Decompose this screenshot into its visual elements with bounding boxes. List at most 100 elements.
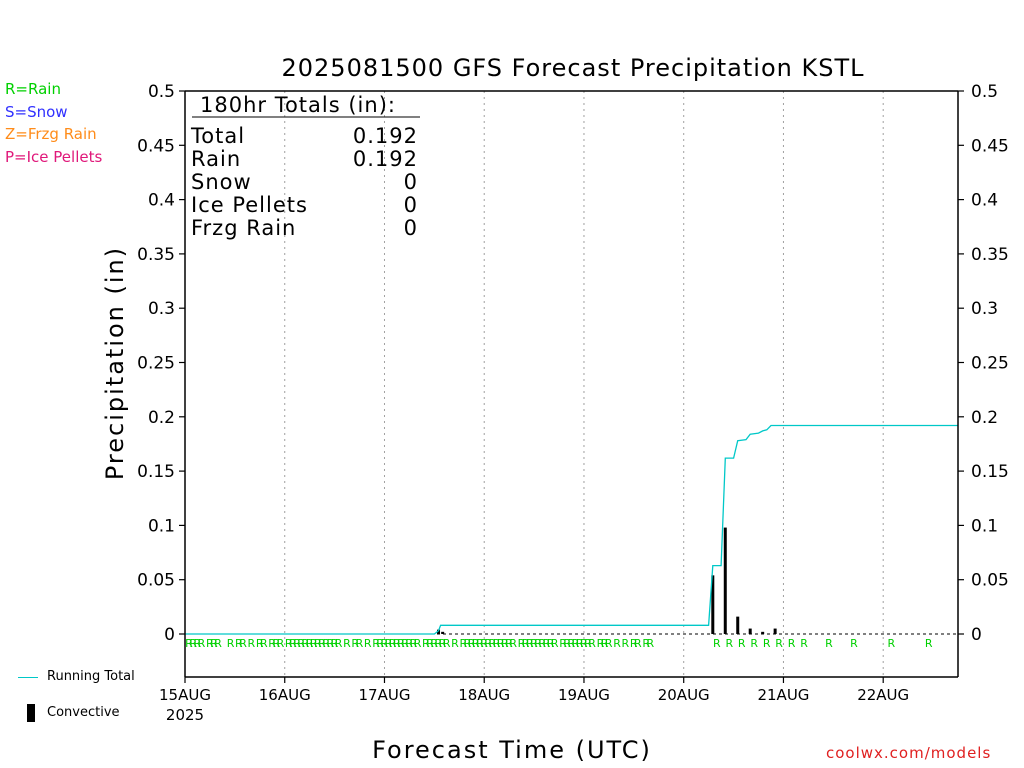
ptype-mark-rain: R [538,637,546,650]
ptype-mark-rain: R [285,637,293,650]
ptype-mark-rain: R [443,637,451,650]
ptype-mark-rain: R [331,637,339,650]
convective-bar [748,628,752,634]
y-tick-label-left: 0.5 [148,82,175,102]
ptype-mark-rain: R [193,637,201,650]
y-tick-label-left: 0.3 [148,299,175,319]
ptype-mark-rain: R [401,637,409,650]
legend-running-total-swatch [18,677,38,678]
convective-bar [773,628,777,634]
legend-frzg-rain: Z=Frzg Rain [5,125,97,143]
y-tick-label-right: 0.15 [971,462,1009,482]
ptype-mark-rain: R [888,637,896,650]
ptype-mark-rain: R [850,637,858,650]
ptype-mark-rain: R [775,637,783,650]
convective-bar [723,527,727,634]
ptype-mark-rain: R [385,637,393,650]
ptype-mark-rain: R [326,637,334,650]
y-tick-label-left: 0 [164,625,175,645]
ptype-mark-rain: R [343,637,351,650]
legend-running-total-label: Running Total [47,669,135,684]
ptype-mark-rain: R [210,637,218,650]
y-tick-label-left: 0.45 [137,136,175,156]
ptype-mark-rain: R [272,637,280,650]
ptype-mark-rain: R [351,637,359,650]
ptype-mark-rain: R [630,637,638,650]
ptype-mark-rain: R [248,637,256,650]
y-tick-label-right: 0.45 [971,136,1009,156]
ptype-mark-rain: R [597,637,605,650]
ptype-mark-rain: R [518,637,526,650]
ptype-mark-rain: R [410,637,418,650]
legend-ice-pellets: P=Ice Pellets [5,148,103,166]
x-tick-label: 18AUG [458,686,510,704]
ptype-mark-rain: R [189,637,197,650]
y-tick-label-left: 0.1 [148,516,175,536]
ptype-mark-rain: R [563,637,571,650]
ptype-mark-rain: R [322,637,330,650]
y-tick-label-right: 0.2 [971,408,998,428]
ptype-mark-rain: R [397,637,405,650]
ptype-mark-rain: R [484,637,492,650]
x-tick-label: 17AUG [359,686,411,704]
ptype-mark-rain: R [314,637,322,650]
ptype-mark-rain: R [435,637,443,650]
ptype-mark-rain: R [256,637,264,650]
x-tick-label: 22AUG [857,686,909,704]
legend-convective-swatch [27,704,35,722]
legend-snow: S=Snow [5,103,68,121]
x-tick-label: 21AUG [757,686,809,704]
ptype-mark-rain: R [376,637,384,650]
legend-convective-label: Convective [47,705,120,720]
ptype-mark-rain: R [214,637,222,650]
totals-row-value: 0.192 [353,124,418,148]
ptype-mark-rain: R [439,637,447,650]
convective-bars [437,527,777,634]
ptype-mark-rain: R [302,637,310,650]
axes-layer [179,90,964,683]
y-tick-label-right: 0.4 [971,191,998,211]
ptype-mark-rain: R [372,637,380,650]
ptype-mark-rain: R [725,637,733,650]
x-tick-label: 20AUG [658,686,710,704]
chart-title: 2025081500 GFS Forecast Precipitation KS… [282,54,865,82]
x-tick-label: 19AUG [558,686,610,704]
ptype-mark-rain: R [526,637,534,650]
ptype-mark-rain: R [925,637,933,650]
y-tick-label-left: 0.25 [137,354,175,374]
ptype-mark-rain: R [534,637,542,650]
ptype-mark-rain: R [414,637,422,650]
y-tick-label-left: 0.2 [148,408,175,428]
ptype-mark-rain: R [497,637,505,650]
ptype-mark-rain: R [601,637,609,650]
totals-row-label: Ice Pellets [191,193,308,217]
ptype-mark-rain: R [576,637,584,650]
ptype-mark-rain: R [393,637,401,650]
ptype-mark-rain: R [268,637,276,650]
ptype-mark-rain: R [750,637,758,650]
y-tick-label-right: 0.3 [971,299,998,319]
ptype-mark-rain: R [493,637,501,650]
ptype-mark-rain: R [713,637,721,650]
y-tick-label-right: 0.1 [971,516,998,536]
running-total-line [185,424,958,635]
ptype-mark-rain: R [530,637,538,650]
totals-row-label: Snow [191,170,252,194]
convective-bar [441,631,445,634]
ptype-mark-rain: R [738,637,746,650]
grid-layer [185,91,958,677]
ptype-mark-rain: R [646,637,654,650]
ptype-mark-rain: R [763,637,771,650]
ptype-mark-rain: R [605,637,613,650]
convective-bar [711,575,715,634]
convective-bar [736,616,740,634]
x-tick-sublabel: 2025 [166,706,204,724]
ptype-mark-rain: R [788,637,796,650]
x-axis-title: Forecast Time (UTC) [372,736,652,764]
ptype-mark-rain: R [318,637,326,650]
ptype-mark-rain: R [260,637,268,650]
ptype-mark-rain: R [185,637,193,650]
y-tick-label-left: 0.15 [137,462,175,482]
